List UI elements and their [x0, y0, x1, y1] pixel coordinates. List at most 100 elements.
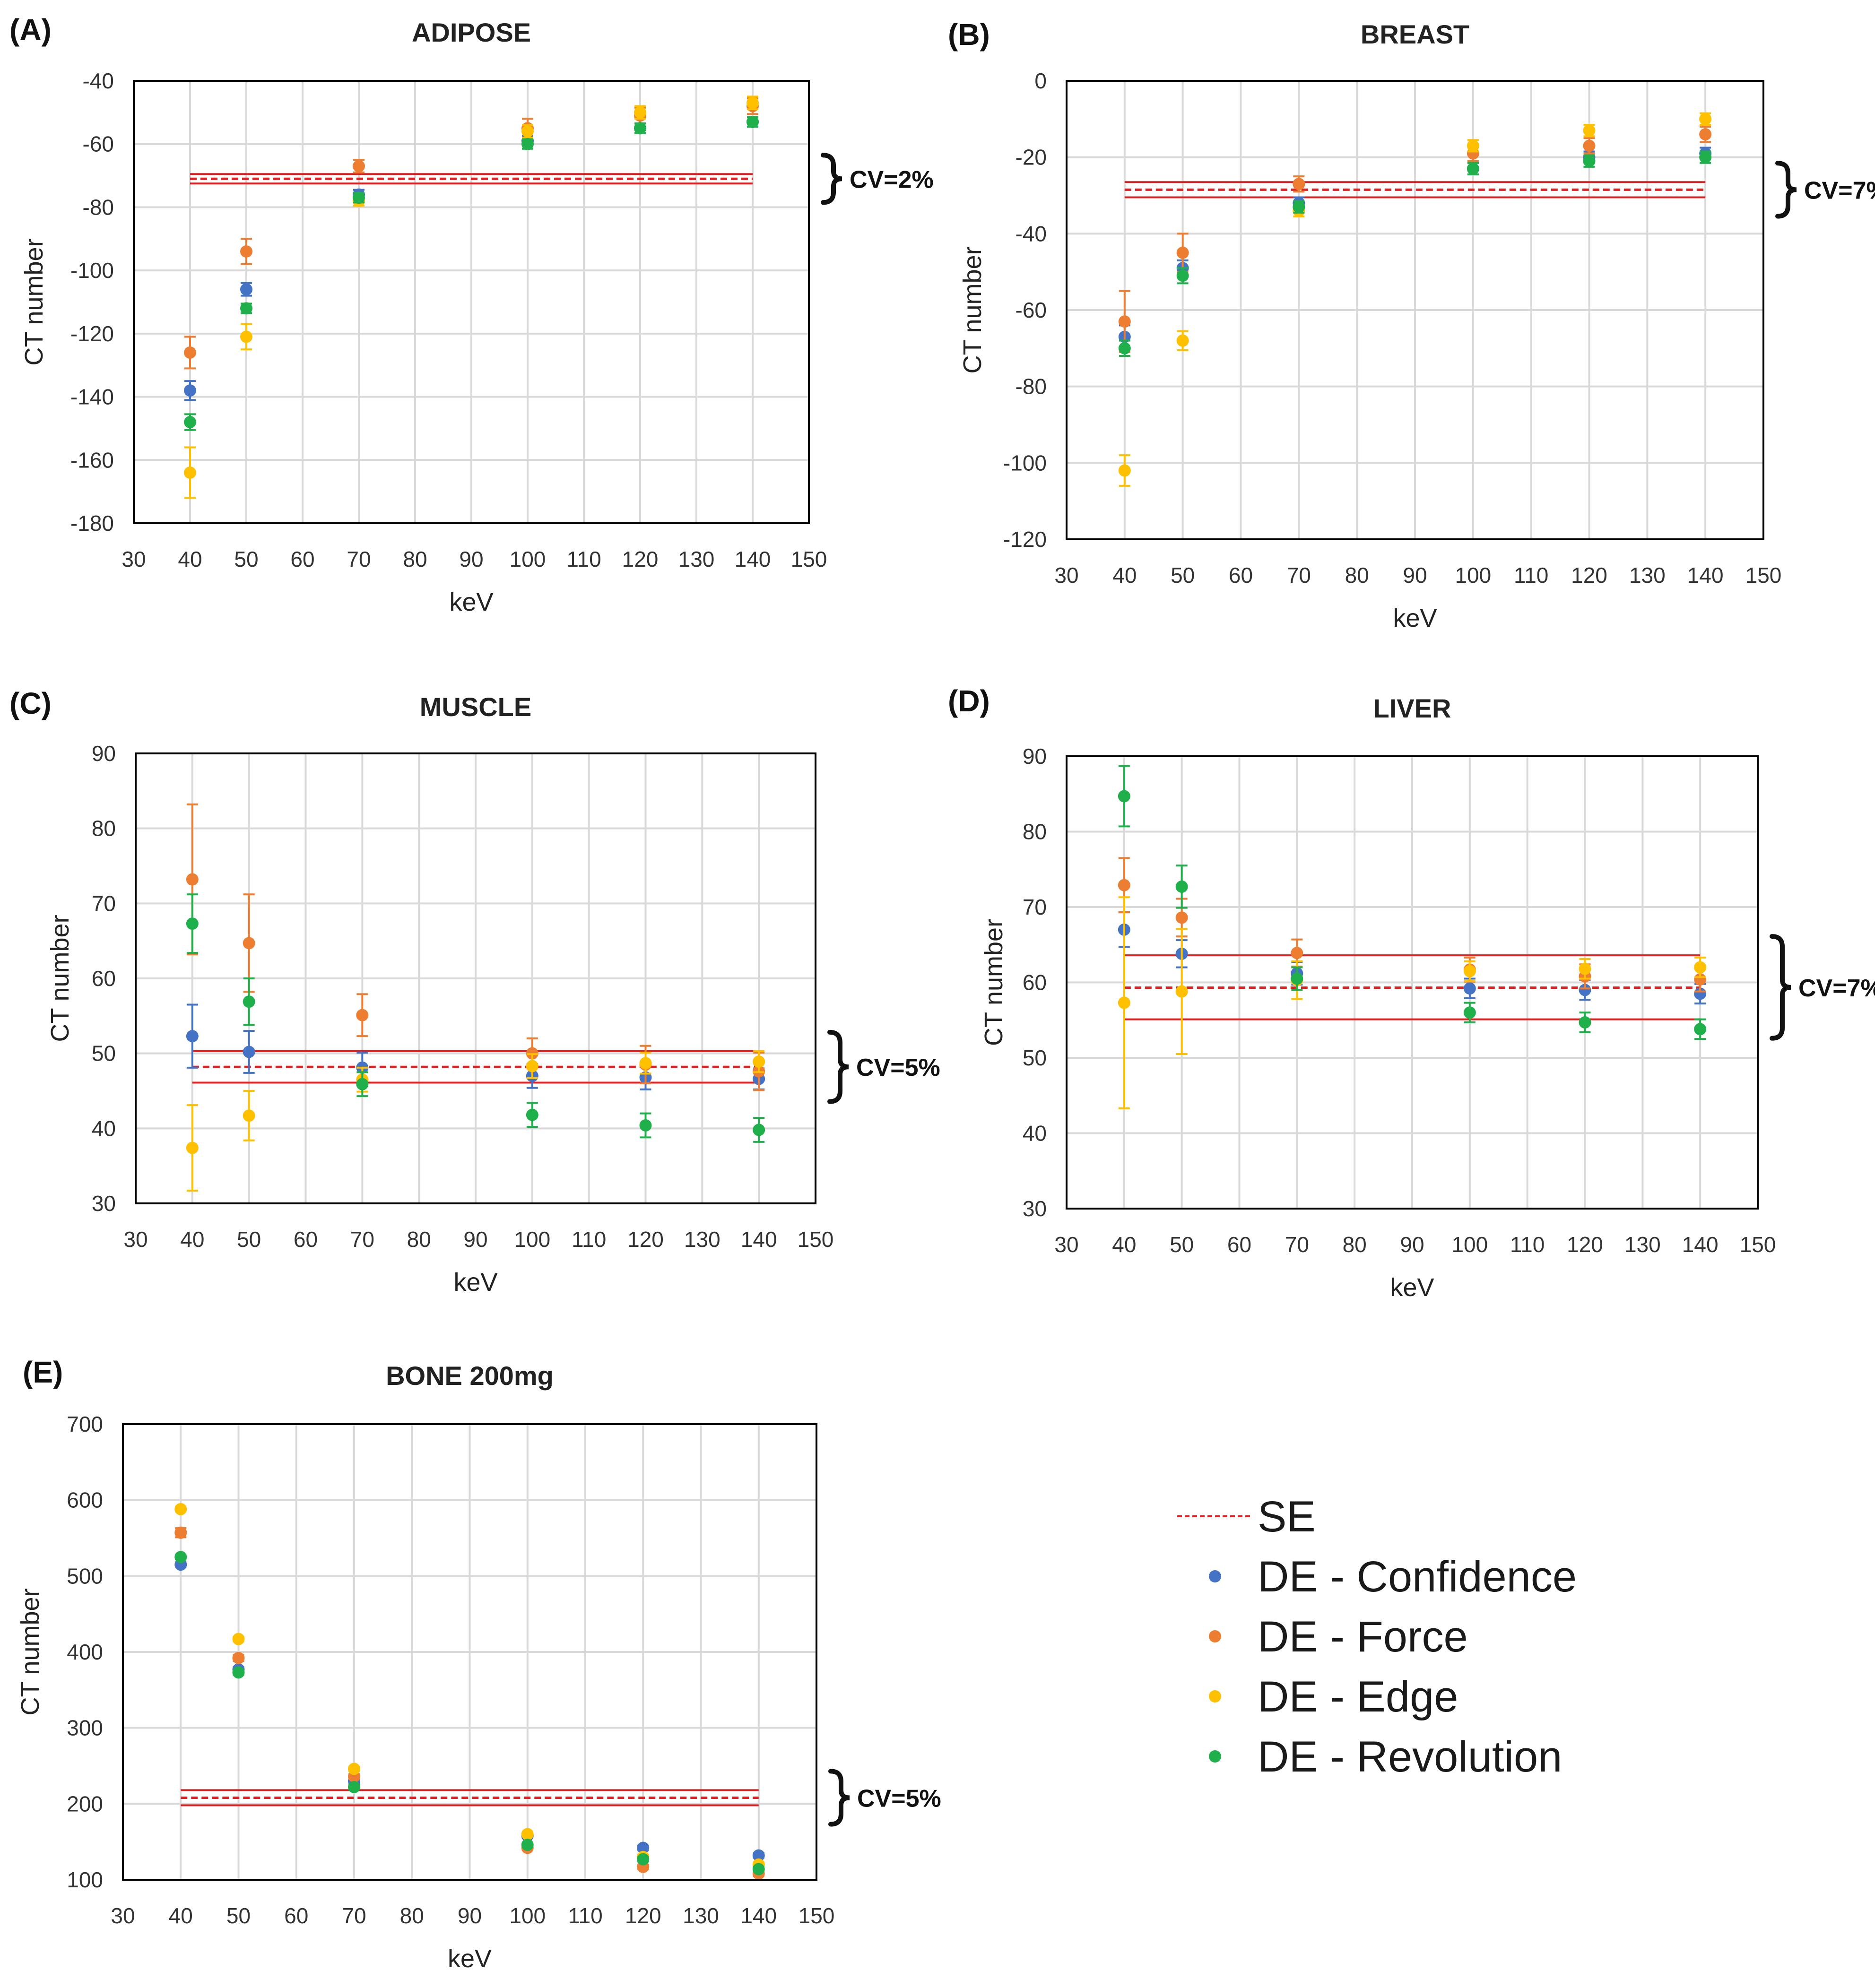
- y-tick-label: 80: [92, 816, 116, 841]
- data-point: [174, 1503, 187, 1515]
- y-tick-label: 300: [67, 1716, 103, 1740]
- y-tick-label: -20: [1016, 145, 1047, 170]
- x-tick-label: 60: [1227, 1232, 1251, 1257]
- x-tick-label: 80: [407, 1227, 431, 1252]
- x-tick-label: 100: [1451, 1232, 1488, 1257]
- x-tick-label: 140: [735, 547, 771, 571]
- data-point: [521, 1839, 534, 1851]
- chart-panel: (D) LIVER 30 40 50 60 70 80 90 100 110 120 130 140 150…: [948, 684, 1875, 1302]
- y-tick-label: -140: [70, 385, 114, 409]
- y-tick-label: 70: [1023, 895, 1047, 919]
- x-tick-label: 120: [625, 1903, 661, 1928]
- data-point: [521, 125, 534, 138]
- panel-label: (C): [9, 686, 52, 720]
- y-tick-label: 40: [1023, 1121, 1047, 1146]
- chart-panel: (A) ADIPOSE 30 40 50 60 70 80 90 100 110 120 130 140 1…: [9, 13, 934, 616]
- x-axis-label: keV: [1393, 604, 1437, 632]
- x-tick-label: 150: [798, 1227, 834, 1252]
- x-tick-label: 80: [400, 1903, 424, 1928]
- x-tick-label: 120: [622, 547, 659, 571]
- chart-title: BREAST: [1361, 19, 1469, 49]
- data-point: [747, 96, 759, 109]
- cv-brace: [821, 153, 842, 205]
- x-tick-label: 50: [226, 1903, 251, 1928]
- legend-label: DE - Force: [1258, 1613, 1468, 1661]
- x-tick-label: 70: [350, 1227, 374, 1252]
- x-tick-label: 100: [510, 547, 546, 571]
- x-tick-label: 30: [111, 1903, 135, 1928]
- cv-brace: [827, 1029, 849, 1104]
- x-axis-label: keV: [448, 1945, 492, 1973]
- data-point: [353, 191, 365, 204]
- x-tick-label: 100: [509, 1903, 546, 1928]
- x-tick-label: 100: [1455, 563, 1491, 588]
- x-tick-label: 80: [1343, 1232, 1367, 1257]
- x-tick-label: 60: [294, 1227, 318, 1252]
- data-point: [637, 1841, 650, 1854]
- data-point: [1176, 334, 1189, 347]
- cv-brace: [1775, 161, 1797, 219]
- legend-label: DE - Confidence: [1258, 1553, 1577, 1601]
- x-tick-label: 90: [1403, 563, 1427, 588]
- data-point: [232, 1651, 245, 1664]
- x-tick-label: 110: [572, 1227, 606, 1252]
- x-tick-label: 60: [1229, 563, 1253, 588]
- x-tick-label: 120: [1571, 563, 1607, 588]
- x-tick-label: 140: [741, 1227, 777, 1252]
- y-tick-label: -180: [70, 511, 114, 536]
- data-point: [634, 122, 646, 135]
- data-point: [186, 1141, 199, 1154]
- data-point: [637, 1853, 650, 1866]
- x-axis-label: keV: [1390, 1273, 1434, 1302]
- y-tick-label: 70: [92, 891, 116, 916]
- x-axis-label: keV: [449, 588, 493, 616]
- chart-title: LIVER: [1373, 693, 1451, 723]
- x-tick-label: 80: [403, 547, 427, 571]
- y-axis-label: CT number: [46, 915, 74, 1042]
- panel-label: (D): [948, 684, 990, 718]
- data-point: [521, 1828, 534, 1841]
- cv-label: CV=7%: [1804, 177, 1875, 204]
- plot-area-border: [1066, 80, 1764, 540]
- legend-marker: [1209, 1630, 1221, 1642]
- legend-marker: [1209, 1690, 1221, 1703]
- legend-label: SE: [1258, 1493, 1316, 1541]
- data-point: [1694, 1023, 1707, 1036]
- data-point: [184, 467, 196, 479]
- data-point: [184, 416, 196, 429]
- x-tick-label: 90: [1400, 1232, 1424, 1257]
- y-tick-label: -80: [1016, 374, 1047, 399]
- x-tick-label: 150: [791, 547, 827, 571]
- x-tick-label: 30: [123, 1227, 148, 1252]
- y-tick-label: -80: [83, 195, 114, 219]
- x-tick-label: 120: [627, 1227, 664, 1252]
- x-axis-label: keV: [453, 1268, 497, 1297]
- plot-area-border: [133, 80, 810, 524]
- data-point: [753, 1055, 765, 1068]
- data-point: [1175, 985, 1188, 998]
- data-point: [639, 1057, 652, 1070]
- data-point: [353, 160, 365, 173]
- x-tick-label: 100: [514, 1227, 550, 1252]
- chart-panel: (E) BONE 200mg 30 40 50 60 70 80 90 100 110 120 130 1…: [16, 1355, 941, 1973]
- data-point: [1176, 246, 1189, 259]
- data-point: [1583, 155, 1596, 167]
- data-point: [1463, 982, 1476, 995]
- data-point: [1118, 315, 1131, 328]
- x-tick-label: 50: [237, 1227, 261, 1252]
- data-point: [348, 1763, 360, 1775]
- x-tick-label: 30: [1054, 563, 1078, 588]
- x-tick-label: 50: [1170, 1232, 1194, 1257]
- data-point: [240, 302, 252, 315]
- x-tick-label: 40: [180, 1227, 204, 1252]
- data-point: [1293, 178, 1305, 190]
- x-tick-label: 140: [740, 1903, 777, 1928]
- y-tick-label: 400: [67, 1640, 103, 1664]
- plot-area-border: [122, 1423, 817, 1881]
- data-point: [1291, 972, 1303, 985]
- x-tick-label: 130: [684, 1227, 720, 1252]
- cv-label: CV=5%: [857, 1785, 941, 1812]
- data-point: [526, 1108, 538, 1121]
- y-tick-label: -40: [83, 69, 114, 93]
